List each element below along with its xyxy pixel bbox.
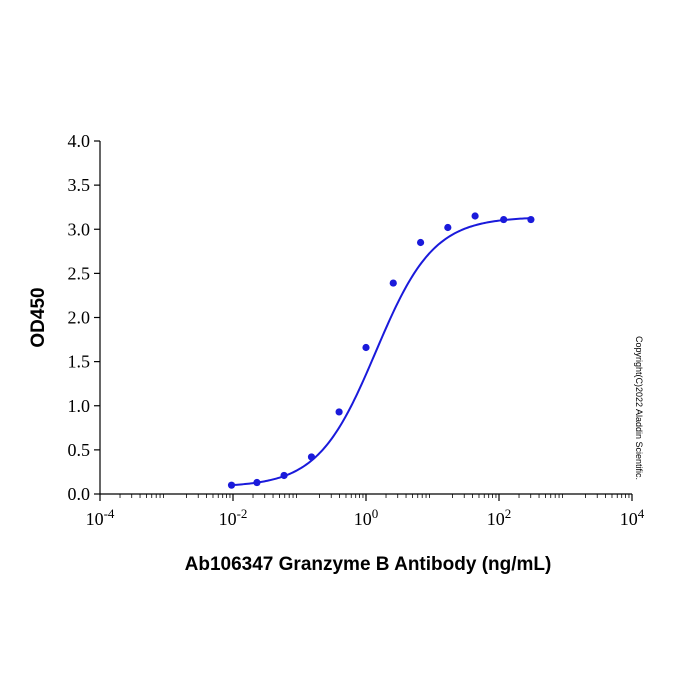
data-point — [362, 343, 370, 352]
data-point — [444, 223, 452, 232]
data-point — [416, 238, 425, 247]
data-point — [500, 215, 508, 224]
x-tick-label: 10-4 — [86, 506, 115, 529]
data-point — [307, 453, 316, 461]
data-point — [280, 471, 288, 480]
y-tick-label: 1.0 — [68, 396, 91, 416]
y-tick-label: 3.0 — [68, 219, 91, 239]
y-tick-label: 4.0 — [68, 131, 91, 151]
axes: 0.0 0.5 1.0 1.5 2.0 2.5 3.0 3.5 4.0 10-4 10-2 100 10… — [68, 131, 645, 529]
y-tick-label: 2.5 — [68, 263, 91, 283]
data-point — [335, 408, 343, 416]
fit-curve — [231, 217, 531, 487]
y-tick-label: 1.5 — [68, 352, 91, 372]
y-tick-label: 2.0 — [68, 308, 91, 328]
y-tick-label: 0.0 — [68, 484, 91, 504]
data-point — [527, 215, 535, 224]
fit-curve-layer — [231, 217, 531, 487]
x-tick-label: 104 — [620, 506, 645, 529]
y-tick-label: 3.5 — [68, 175, 91, 195]
data-point — [389, 279, 397, 287]
y-axis-title: OD450 — [28, 287, 49, 347]
copyright-notice: Copyright(C)2022 Aladdin Scientific. — [634, 336, 644, 480]
data-point — [471, 212, 479, 220]
data-point — [253, 478, 261, 487]
x-tick-label: 10-2 — [219, 506, 248, 529]
data-points-layer — [227, 212, 535, 489]
y-tick-label: 0.5 — [68, 440, 91, 460]
x-tick-label: 100 — [354, 506, 379, 529]
data-point — [227, 481, 236, 489]
x-axis-title: Ab106347 Granzyme B Antibody (ng/mL) — [185, 554, 552, 575]
x-tick-label: 102 — [487, 506, 512, 529]
